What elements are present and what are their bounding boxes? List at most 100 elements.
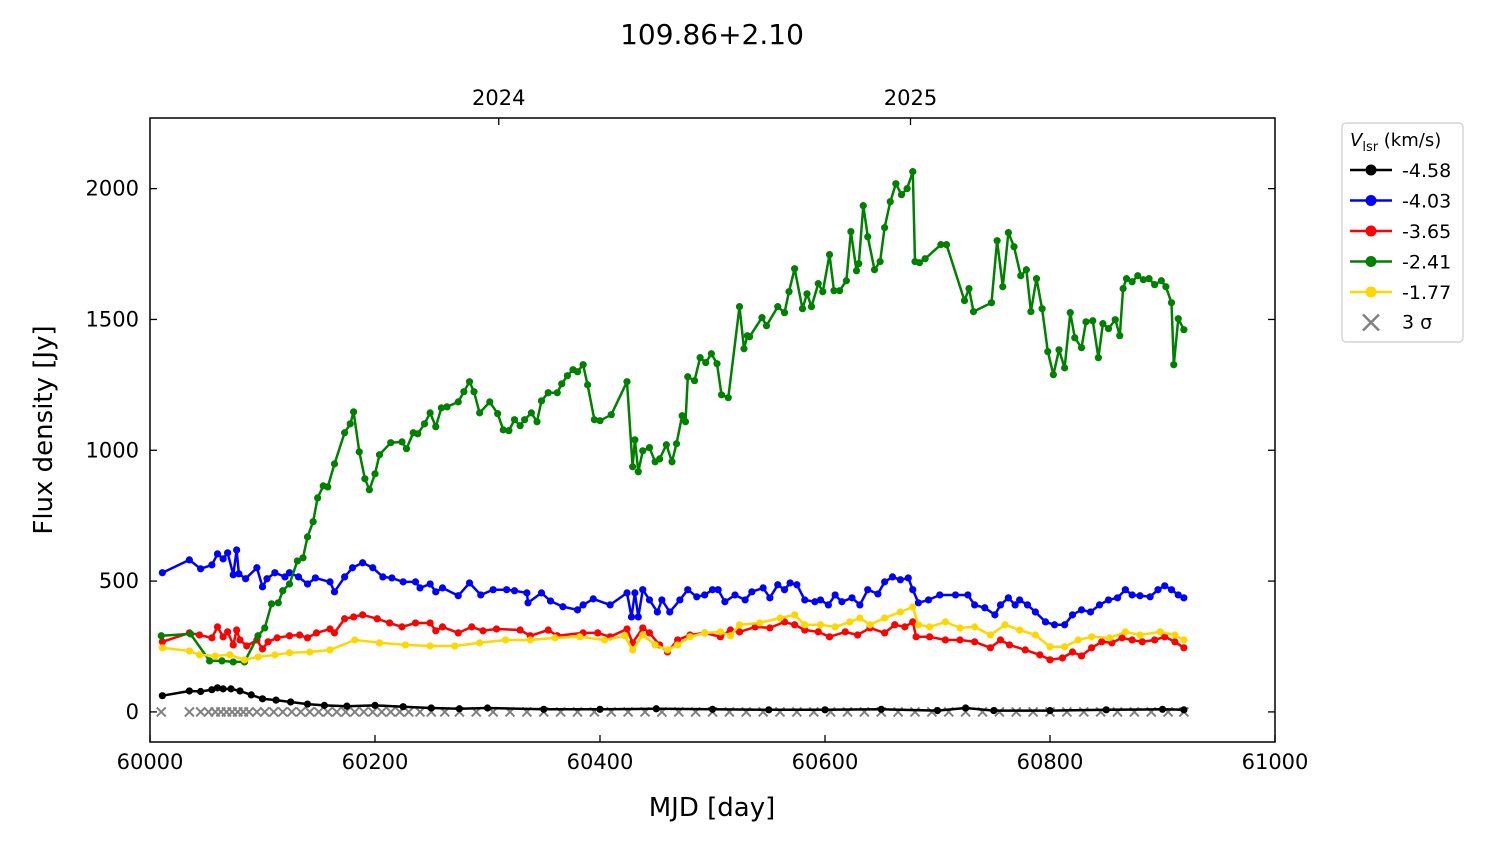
- legend-label: -3.65: [1402, 221, 1451, 243]
- data-point: [371, 470, 379, 478]
- data-point: [1050, 621, 1059, 629]
- data-point: [258, 583, 267, 591]
- data-point: [716, 628, 724, 636]
- data-point: [702, 359, 710, 367]
- data-point: [969, 308, 978, 316]
- data-point: [986, 631, 994, 639]
- data-point: [219, 555, 227, 563]
- data-point: [454, 592, 462, 600]
- data-point: [285, 569, 294, 577]
- data-point: [881, 578, 889, 586]
- series--4.03: [158, 546, 1188, 629]
- data-point: [1094, 354, 1102, 362]
- data-point: [537, 397, 546, 405]
- data-point: [627, 613, 636, 621]
- data-point: [762, 322, 771, 330]
- data-point: [527, 409, 535, 417]
- data-point: [831, 591, 839, 599]
- data-point: [693, 593, 701, 601]
- data-point: [285, 580, 294, 588]
- legend-item: -4.03: [1350, 191, 1451, 213]
- series-line: [162, 613, 1185, 662]
- data-point: [735, 621, 744, 629]
- data-point: [388, 574, 396, 582]
- data-point: [311, 574, 319, 582]
- data-point: [759, 584, 767, 592]
- data-point: [811, 598, 819, 606]
- plot-marks: [156, 168, 1190, 718]
- data-point: [373, 615, 381, 623]
- legend-label: 3 σ: [1402, 312, 1432, 334]
- data-point: [341, 429, 349, 437]
- data-point: [1031, 631, 1039, 639]
- data-point: [726, 632, 735, 640]
- data-point: [674, 636, 682, 644]
- series-line: [162, 605, 1185, 662]
- data-point: [1027, 308, 1035, 316]
- data-point: [740, 345, 748, 353]
- data-point: [696, 354, 704, 362]
- data-point: [956, 636, 964, 644]
- data-point: [1041, 618, 1050, 626]
- data-point: [240, 656, 249, 664]
- data-point: [350, 408, 358, 416]
- data-point: [224, 549, 232, 557]
- data-point: [713, 360, 721, 368]
- data-point: [836, 287, 844, 295]
- upper-limit-marker: [195, 706, 206, 718]
- data-point: [1180, 594, 1188, 602]
- data-point: [576, 633, 584, 641]
- legend-label: -2.41: [1402, 252, 1451, 274]
- data-point: [326, 646, 334, 654]
- data-point: [881, 629, 889, 637]
- y-tick-label: 1000: [86, 438, 139, 462]
- data-point: [540, 705, 548, 713]
- data-point: [746, 333, 754, 341]
- data-point: [426, 642, 434, 650]
- data-point: [533, 418, 541, 426]
- data-point: [271, 569, 279, 577]
- data-point: [573, 368, 582, 376]
- data-point: [690, 377, 699, 385]
- data-point: [224, 628, 232, 636]
- data-point: [579, 361, 587, 369]
- data-point: [645, 629, 654, 637]
- data-point: [886, 198, 894, 206]
- data-point: [1089, 317, 1097, 325]
- x-tick-label: 60400: [567, 750, 634, 774]
- data-point: [831, 623, 839, 631]
- upper-limit-marker: [331, 706, 342, 718]
- data-point: [1158, 705, 1167, 713]
- data-point: [185, 647, 193, 655]
- data-point: [774, 303, 782, 311]
- data-point: [401, 641, 409, 649]
- x-tick-label: 60800: [1017, 750, 1084, 774]
- data-point: [766, 624, 774, 632]
- data-point: [546, 597, 555, 605]
- data-point: [1016, 626, 1024, 634]
- data-point: [359, 559, 367, 567]
- data-point: [629, 463, 637, 471]
- data-point: [233, 546, 241, 554]
- data-point: [960, 297, 969, 305]
- legend: Vlsr (km/s) -4.58 -4.03 -3.65 -2.41 -1.77 3 σ: [1341, 122, 1464, 343]
- data-point: [476, 409, 484, 417]
- y-tick-label: 500: [99, 569, 139, 593]
- data-point: [438, 623, 447, 631]
- data-point: [359, 611, 367, 619]
- data-point: [716, 633, 724, 641]
- legend-label: -4.58: [1402, 160, 1451, 182]
- data-point: [1082, 318, 1090, 326]
- data-point: [780, 309, 789, 317]
- data-point: [651, 641, 659, 649]
- data-point: [1119, 284, 1127, 293]
- data-point: [846, 618, 854, 626]
- data-point: [639, 586, 647, 594]
- data-point: [1104, 325, 1113, 333]
- data-point: [942, 241, 951, 249]
- legend-item: -4.58: [1350, 160, 1451, 182]
- data-point: [426, 580, 434, 588]
- data-point: [1031, 608, 1039, 616]
- data-point: [1077, 344, 1086, 352]
- data-point: [324, 483, 332, 491]
